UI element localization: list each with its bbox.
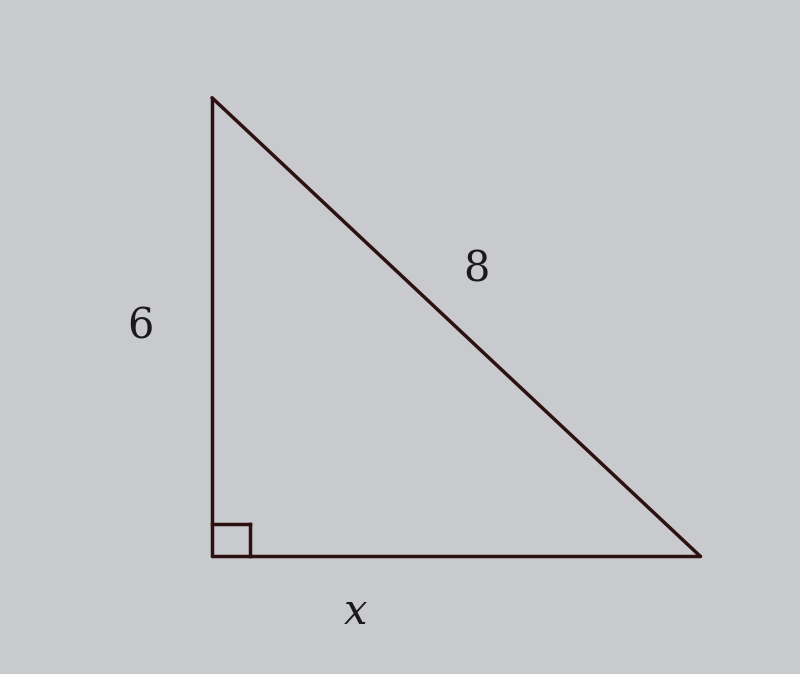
Text: 8: 8 bbox=[463, 249, 489, 290]
Text: x: x bbox=[344, 591, 368, 633]
Text: 6: 6 bbox=[127, 306, 153, 348]
